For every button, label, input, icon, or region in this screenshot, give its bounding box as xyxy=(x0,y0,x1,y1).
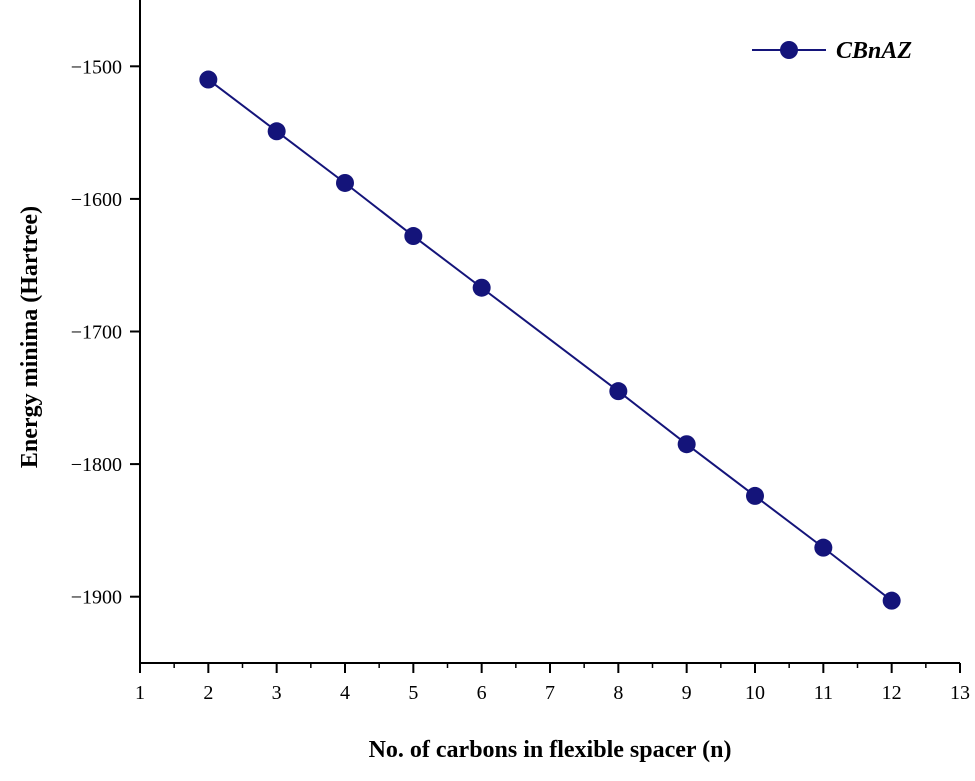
data-point xyxy=(814,538,833,557)
x-tick-label: 3 xyxy=(272,682,282,704)
x-tick-label: 1 xyxy=(135,682,145,704)
data-point xyxy=(882,591,901,610)
legend-label: CBnAZ xyxy=(836,38,912,64)
data-point xyxy=(609,382,628,401)
y-tick-label: −1800 xyxy=(71,454,122,476)
x-tick-label: 13 xyxy=(950,682,970,704)
x-tick-label: 7 xyxy=(545,682,555,704)
y-tick-label: −1600 xyxy=(71,189,122,211)
series-layer xyxy=(199,70,901,610)
data-point xyxy=(746,486,764,505)
ticks-layer: 1 2 3 4 5 6 7 8 9 10 11 12 13−1500−1600−1700−1800−19… xyxy=(71,56,970,704)
axes-layer xyxy=(139,0,960,664)
legend: CBnAZ xyxy=(752,38,912,64)
y-axis-title: Energy minima (Hartree) xyxy=(17,206,43,468)
x-tick-label: 2 xyxy=(203,682,213,704)
x-tick-label: 9 xyxy=(682,682,692,704)
x-axis-title: No. of carbons in flexible spacer (n) xyxy=(369,737,732,763)
x-tick-label: 5 xyxy=(408,682,418,704)
legend-marker xyxy=(780,41,798,59)
x-tick-label: 4 xyxy=(340,682,350,704)
y-tick-label: −1900 xyxy=(71,587,122,609)
data-point xyxy=(472,278,491,297)
x-tick-label: 6 xyxy=(477,682,487,704)
data-point xyxy=(677,435,696,454)
x-tick-label: 11 xyxy=(814,682,833,704)
x-tick-label: 10 xyxy=(745,682,765,704)
series-line xyxy=(207,78,893,602)
y-tick-label: −1500 xyxy=(71,56,122,78)
data-point xyxy=(199,70,218,89)
x-tick-label: 8 xyxy=(613,682,623,704)
y-tick-label: −1700 xyxy=(71,322,122,344)
data-point xyxy=(404,227,423,246)
x-tick-label: 12 xyxy=(882,682,902,704)
data-point xyxy=(336,173,354,192)
data-point xyxy=(267,122,286,141)
